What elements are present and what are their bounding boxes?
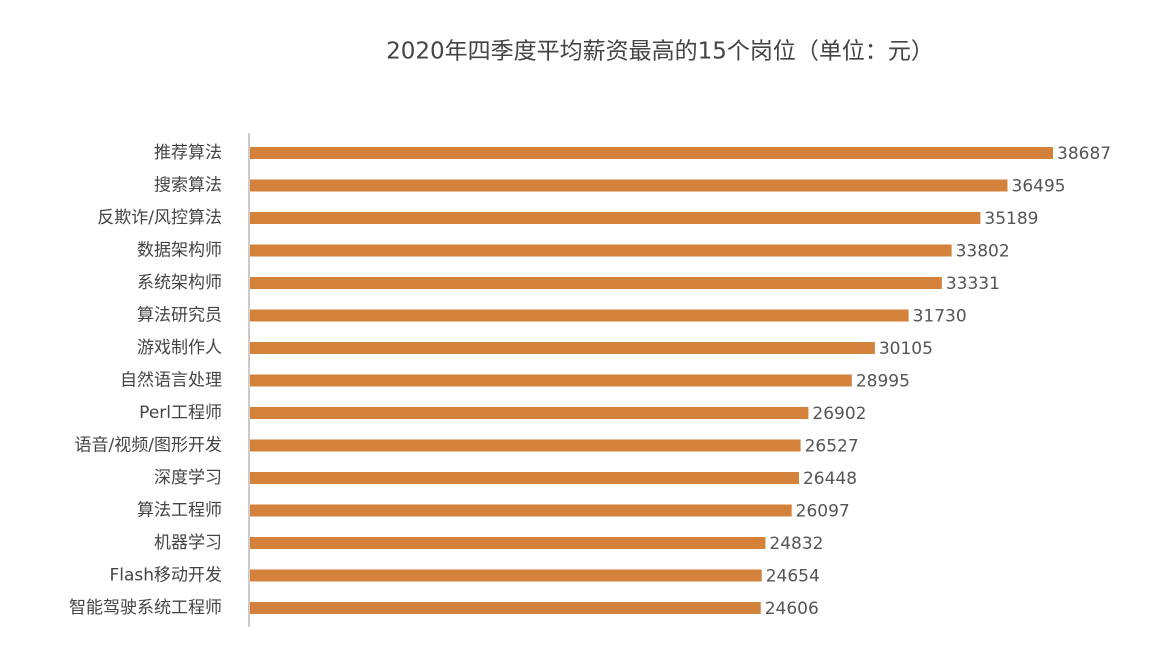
value-label: 28995	[856, 372, 910, 392]
value-label: 26097	[796, 502, 850, 522]
value-label: 35189	[984, 209, 1038, 229]
bar	[250, 602, 761, 614]
bar	[250, 147, 1053, 159]
bar	[250, 179, 1008, 192]
bar	[250, 244, 952, 257]
y-tick-label: 反欺诈/风控算法	[97, 208, 222, 228]
y-tick-label: Perl工程师	[139, 403, 222, 423]
bar	[250, 374, 852, 387]
y-tick-label: 自然语言处理	[120, 371, 222, 391]
value-label: 36495	[1012, 177, 1066, 197]
bar	[250, 439, 801, 452]
value-label: 24606	[765, 599, 819, 619]
value-label: 24832	[769, 534, 823, 554]
bar	[250, 569, 762, 582]
y-tick-label: 游戏制作人	[137, 338, 222, 358]
chart-title: 2020年四季度平均薪资最高的15个岗位（单位：元）	[386, 39, 934, 65]
value-label: 26527	[805, 437, 859, 457]
value-label: 26902	[812, 404, 866, 424]
bar	[250, 504, 792, 517]
y-tick-label: 机器学习	[154, 533, 222, 553]
value-label: 30105	[879, 339, 933, 359]
value-label: 38687	[1057, 144, 1111, 164]
value-label: 33802	[956, 242, 1010, 262]
bar	[250, 407, 809, 419]
value-label: 24654	[766, 567, 820, 587]
bar	[250, 212, 981, 224]
value-label: 31730	[913, 307, 967, 327]
value-label: 33331	[946, 274, 1000, 294]
y-tick-label: 系统架构师	[137, 273, 222, 293]
y-tick-label: 算法工程师	[137, 501, 222, 521]
bar	[250, 537, 766, 549]
y-tick-label: Flash移动开发	[109, 566, 222, 586]
bar	[250, 472, 799, 484]
bar	[250, 277, 942, 289]
y-tick-label: 语音/视频/图形开发	[75, 436, 222, 456]
bar	[250, 309, 909, 322]
y-tick-label: 搜索算法	[154, 176, 222, 196]
y-tick-label: 数据架构师	[137, 241, 222, 261]
y-tick-label: 深度学习	[154, 468, 222, 488]
value-label: 26448	[803, 469, 857, 489]
y-tick-label: 算法研究员	[137, 306, 222, 326]
bar	[250, 342, 875, 354]
y-tick-label: 推荐算法	[154, 143, 222, 163]
y-tick-label: 智能驾驶系统工程师	[69, 598, 222, 618]
